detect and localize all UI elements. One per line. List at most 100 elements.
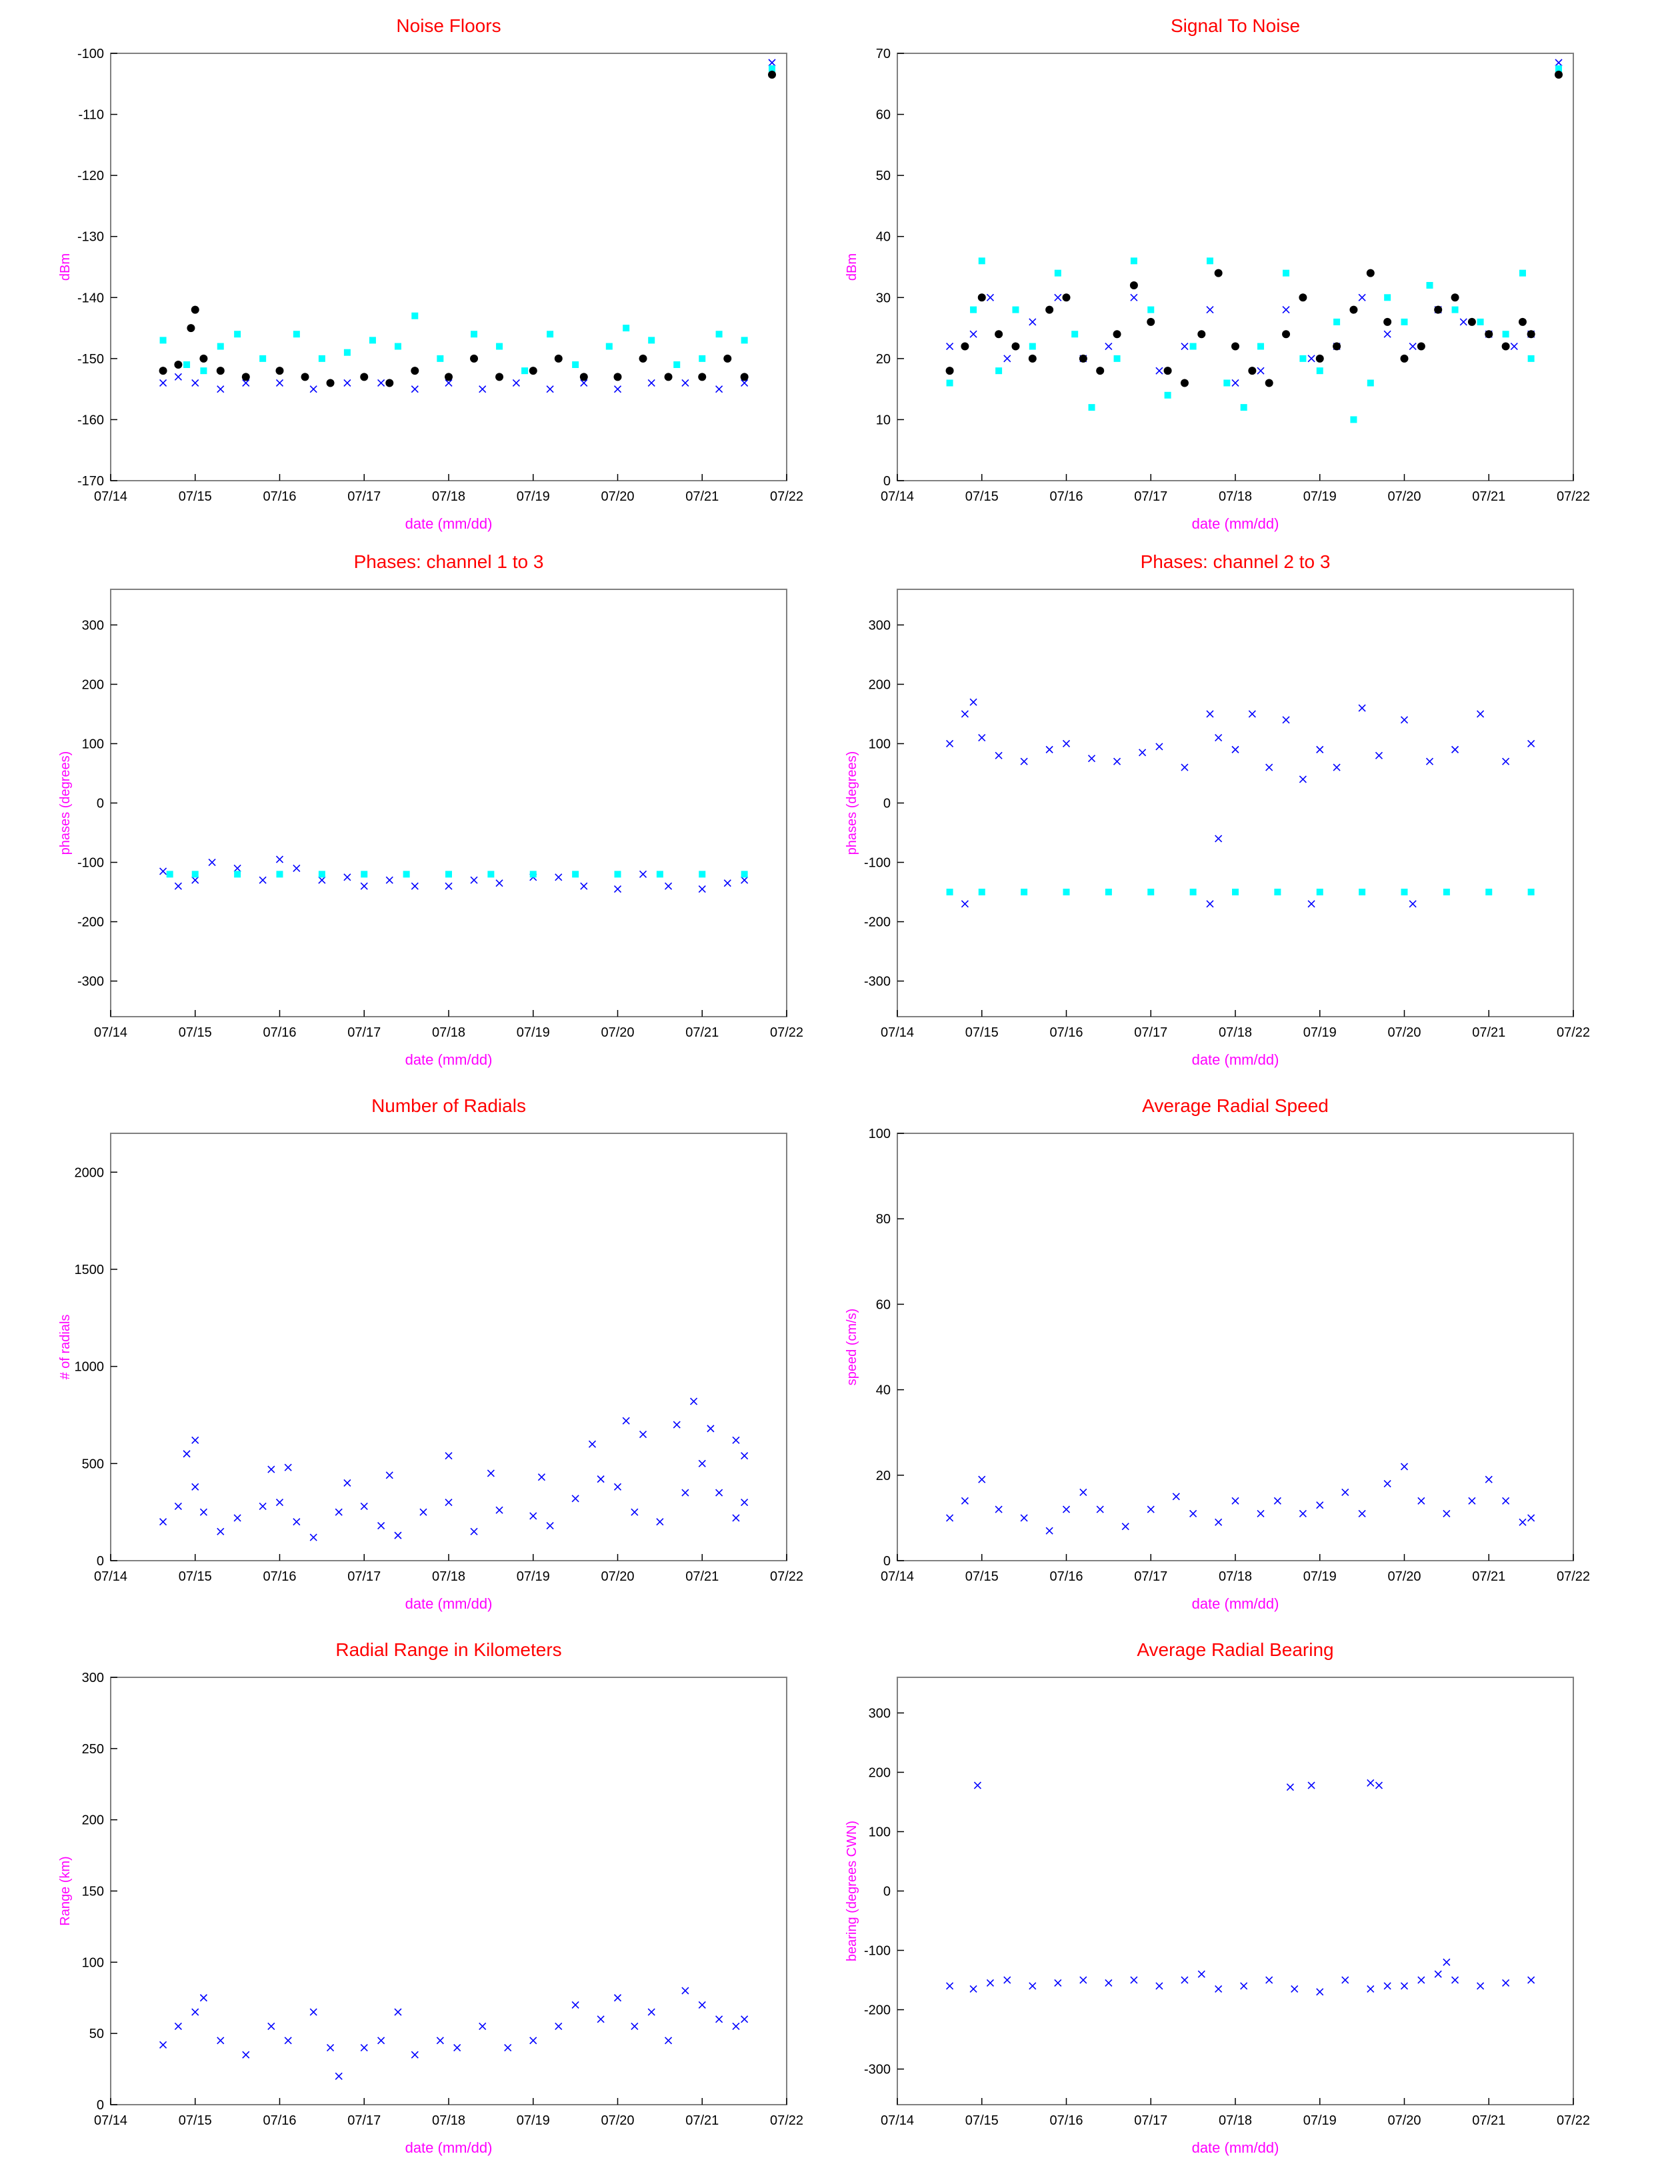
data-point-square: [946, 379, 953, 387]
x-tick-label: 07/16: [1049, 1025, 1083, 1040]
chart-title: Phases: channel 1 to 3: [354, 551, 544, 572]
data-point-x: [1215, 1518, 1223, 1526]
data-point-square: [234, 871, 241, 878]
data-point-x: [284, 2037, 292, 2045]
data-point-circle: [199, 354, 208, 363]
y-tick-label: 40: [876, 230, 891, 245]
plot-frame: [110, 53, 787, 481]
x-tick-label: 07/21: [1472, 1025, 1505, 1040]
data-point-x: [199, 1994, 207, 2002]
y-axis-label: dBm: [845, 253, 859, 281]
data-point-x: [1062, 739, 1071, 748]
y-tick-label: -130: [77, 230, 104, 245]
data-point-x: [411, 385, 419, 393]
x-axis-label: date (mm/dd): [405, 1051, 493, 1068]
data-point-circle: [554, 354, 563, 363]
data-point-x: [377, 2037, 385, 2045]
data-point-circle: [411, 367, 419, 375]
data-point-square: [1502, 331, 1509, 338]
plot-frame: [897, 53, 1574, 481]
x-tick-label: 07/19: [1303, 1025, 1337, 1040]
data-point-circle: [1163, 367, 1172, 375]
data-point-x: [445, 1499, 453, 1507]
data-point-circle: [1079, 354, 1087, 363]
data-point-x: [1485, 1475, 1493, 1483]
x-tick-label: 07/20: [1387, 1569, 1421, 1584]
data-point-x: [1231, 1497, 1239, 1505]
data-point-square: [623, 325, 630, 332]
data-point-x: [741, 379, 749, 387]
data-point-x: [1383, 1480, 1391, 1488]
data-point-x: [1096, 1505, 1104, 1513]
data-point-circle: [1045, 305, 1054, 314]
data-point-circle: [1383, 317, 1392, 326]
data-point-square: [1333, 318, 1341, 325]
data-point-circle: [1485, 330, 1493, 339]
data-point-x: [377, 379, 385, 387]
data-point-x: [555, 2022, 563, 2031]
y-tick-label: -150: [77, 352, 104, 367]
data-point-square: [1029, 343, 1036, 350]
y-tick-label: 300: [82, 618, 104, 633]
data-point-circle: [1028, 354, 1037, 363]
data-point-square: [200, 367, 207, 375]
x-tick-label: 07/19: [1303, 1569, 1337, 1584]
data-point-square: [1232, 889, 1239, 896]
data-point-circle: [1417, 342, 1425, 351]
data-point-circle: [1555, 71, 1563, 79]
data-point-circle: [360, 373, 369, 381]
data-point-x: [335, 2072, 343, 2080]
x-tick-label: 07/18: [1219, 2113, 1252, 2128]
data-point-x: [1197, 1970, 1205, 1978]
data-point-square: [715, 331, 723, 338]
y-tick-label: 2000: [75, 1165, 105, 1180]
data-point-x: [698, 885, 706, 893]
data-point-square: [217, 343, 224, 350]
data-point-square: [1401, 318, 1408, 325]
data-point-circle: [1467, 317, 1476, 326]
x-tick-label: 07/17: [1134, 1569, 1167, 1584]
data-point-square: [970, 306, 977, 313]
y-tick-label: 100: [869, 1825, 891, 1839]
data-point-x: [613, 385, 622, 393]
data-point-square: [445, 871, 452, 878]
data-point-square: [1257, 343, 1265, 350]
x-tick-label: 07/22: [770, 489, 803, 504]
x-tick-label: 07/22: [770, 1025, 803, 1040]
data-point-x: [159, 379, 167, 387]
data-point-x: [639, 1431, 647, 1439]
legend: [1555, 59, 1563, 79]
data-point-x: [613, 885, 622, 893]
x-tick-label: 07/17: [1134, 2113, 1167, 2128]
series-1: [946, 257, 1535, 423]
legend: [768, 59, 776, 79]
y-tick-label: 200: [869, 677, 891, 692]
series-2: [945, 269, 1535, 387]
data-point-x: [217, 385, 225, 393]
data-point-circle: [470, 354, 479, 363]
chart-title: Average Radial Speed: [1142, 1095, 1329, 1116]
data-point-x: [1443, 1958, 1451, 1966]
data-point-x: [1400, 716, 1409, 724]
x-axis-label: date (mm/dd): [405, 2139, 493, 2156]
data-point-x: [1231, 745, 1239, 753]
data-point-x: [741, 2015, 749, 2023]
data-point-x: [445, 882, 453, 890]
data-point-x: [1282, 716, 1290, 724]
data-point-circle: [159, 367, 167, 375]
data-point-x: [242, 379, 250, 387]
x-tick-label: 07/20: [601, 489, 634, 504]
data-point-x: [445, 379, 453, 387]
data-point-square: [183, 361, 191, 369]
data-point-x: [1155, 743, 1163, 751]
data-point-square: [741, 871, 748, 878]
y-tick-label: 20: [876, 352, 891, 367]
data-point-x: [1105, 1979, 1113, 1987]
data-point-x: [1434, 1970, 1442, 1978]
data-point-x: [1020, 1514, 1028, 1522]
x-tick-label: 07/15: [965, 489, 999, 504]
data-point-square: [529, 871, 537, 878]
data-point-circle: [1129, 281, 1138, 289]
data-point-x: [1451, 745, 1459, 753]
